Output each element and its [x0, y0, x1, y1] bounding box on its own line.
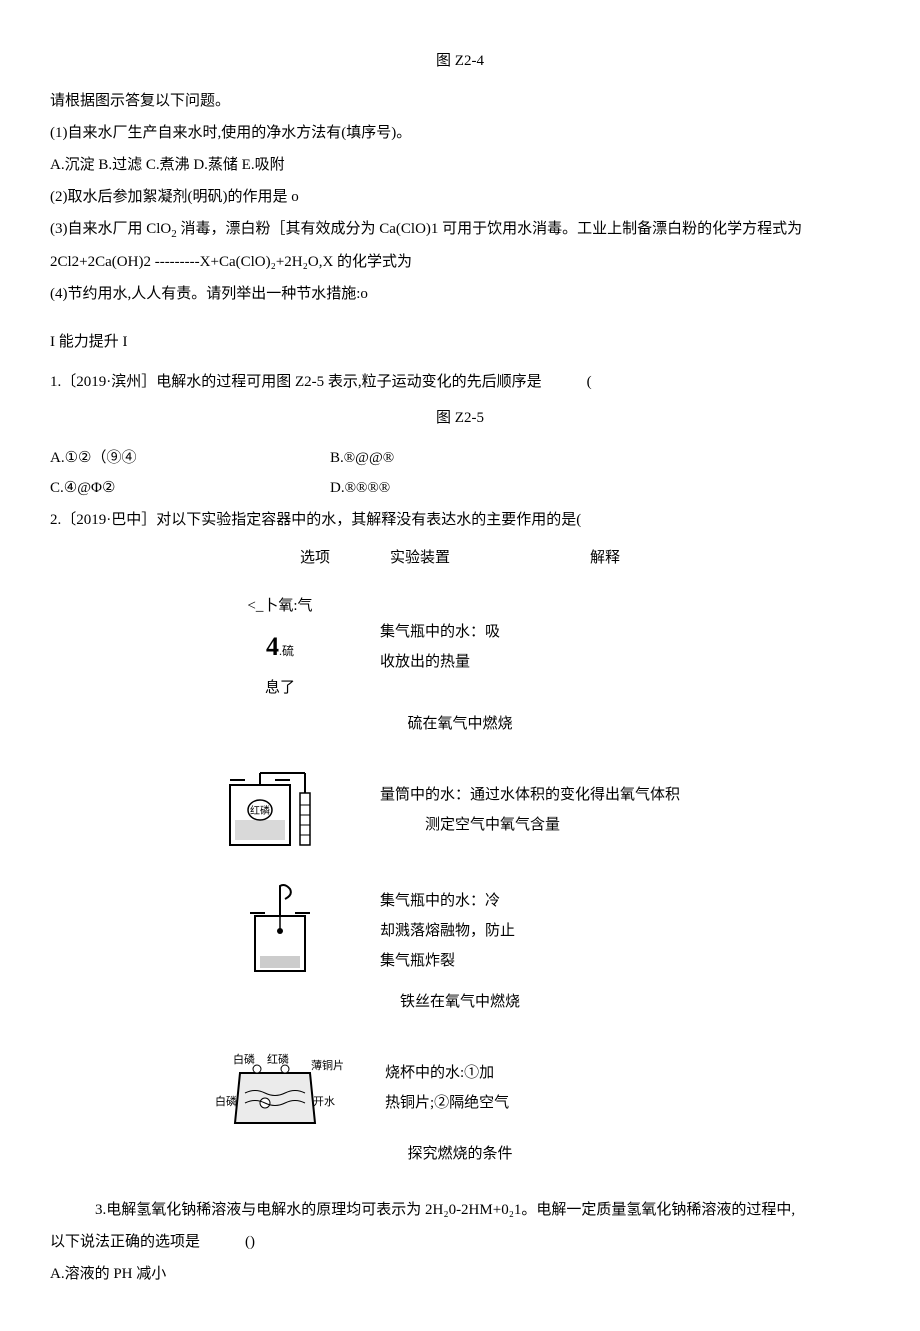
exp-c-caption: 铁丝在氧气中燃烧	[50, 987, 870, 1017]
figure-label-2: 图 Z2-5	[50, 403, 870, 433]
intro-text: 请根据图示答复以下问题。	[50, 86, 870, 116]
exp-d-diagram: 白磷 红磷 薄铜片 白磷 开水	[215, 1043, 345, 1133]
exp-a-sub: .硫	[279, 639, 294, 663]
exp-b-right2: 测定空气中氧气含量	[380, 810, 700, 840]
option-a: A.①②（⑨④	[50, 443, 330, 473]
exp-b-right1: 量筒中的水：通过水体积的变化得出氧气体积	[380, 780, 700, 810]
svg-text:开水: 开水	[313, 1095, 335, 1108]
exp-d-right2: 热铜片;②隔绝空气	[385, 1088, 705, 1118]
exp-c-right3: 集气瓶炸裂	[380, 946, 700, 976]
option-c: C.④@Φ②	[50, 473, 330, 503]
question-2: (2)取水后参加絮凝剂(明矾)的作用是 o	[50, 182, 870, 212]
svg-text:薄铜片: 薄铜片	[311, 1058, 344, 1072]
section-title: I 能力提升 I	[50, 327, 870, 357]
exp-a-big4: 4	[266, 621, 279, 673]
exp-a-right1: 集气瓶中的水：吸	[380, 617, 700, 647]
problem-3-opt-a: A.溶液的 PH 减小	[50, 1259, 870, 1289]
exp-a-caption: 硫在氧气中燃烧	[50, 709, 870, 739]
th-device: 实验装置	[390, 543, 450, 573]
svg-text:白磷: 白磷	[215, 1094, 237, 1108]
problem-2: 2.〔2019·巴中］对以下实验指定容器中的水，其解释没有表达水的主要作用的是(	[50, 505, 870, 535]
option-b: B.®@@®	[330, 443, 394, 473]
question-3-line1: (3)自来水厂用 ClO2 消毒，漂白粉［其有效成分为 Ca(ClO)1 可用于…	[50, 214, 870, 245]
exp-d-right1: 烧杯中的水:①加	[385, 1058, 705, 1088]
exp-c-diagram	[235, 881, 325, 981]
exp-a-left1: <_卜氧:气	[247, 591, 312, 621]
question-1: (1)自来水厂生产自来水时,使用的净水方法有(填序号)。	[50, 118, 870, 148]
svg-text:白磷: 白磷	[233, 1052, 255, 1066]
exp-d-caption: 探究燃烧的条件	[50, 1139, 870, 1169]
problem-1: 1.〔2019·滨州］电解水的过程可用图 Z2-5 表示,粒子运动变化的先后顺序…	[50, 367, 870, 397]
question-3-line2: 2Cl2+2Ca(OH)2 ---------X+Ca(ClO)₂+2H₂O,X…	[50, 247, 870, 277]
exp-b-label: 红磷	[250, 804, 270, 817]
th-option: 选项	[300, 543, 330, 573]
th-explain: 解释	[590, 543, 620, 573]
problem-3-line2: 以下说法正确的选项是 ()	[50, 1227, 870, 1257]
exp-a-right2: 收放出的热量	[380, 647, 700, 677]
problem-3-line1: 3.电解氢氧化钠稀溶液与电解水的原理均可表示为 2H₂0-2HM+0₂1。电解一…	[50, 1195, 870, 1225]
question-4: (4)节约用水,人人有责。请列举出一种节水措施:o	[50, 279, 870, 309]
q3-part1: (3)自来水厂用 ClO	[50, 221, 171, 237]
experiment-d: 白磷 红磷 薄铜片 白磷 开水 烧杯中的水:①加 热铜片;②隔绝空气 探究燃烧的…	[50, 1043, 870, 1169]
experiment-c: 集气瓶中的水：冷 却溅落熔融物，防止 集气瓶炸裂 铁丝在氧气中燃烧	[50, 881, 870, 1017]
experiment-b: 红磷 量筒中的水：通过水体积的变化得出氧气体积 测定空气中氧气含量	[50, 765, 870, 855]
figure-label-1: 图 Z2-4	[50, 46, 870, 76]
exp-c-right1: 集气瓶中的水：冷	[380, 886, 700, 916]
svg-text:红磷: 红磷	[267, 1053, 289, 1066]
option-d: D.®®®®	[330, 473, 390, 503]
experiment-a: <_卜氧:气 4 .硫 息了 集气瓶中的水：吸 收放出的热量 硫在氧气中燃烧	[50, 591, 870, 739]
table-header: 选项 实验装置 解释	[50, 543, 870, 573]
exp-a-left2: 息了	[265, 673, 295, 703]
question-1-options: A.沉淀 B.过滤 C.煮沸 D.蒸储 E.吸附	[50, 150, 870, 180]
exp-c-right2: 却溅落熔融物，防止	[380, 916, 700, 946]
q3-part2: 消毒，漂白粉［其有效成分为 Ca(ClO)1 可用于饮用水消毒。工业上制备漂白粉…	[177, 221, 802, 237]
exp-b-diagram: 红磷	[220, 765, 340, 855]
